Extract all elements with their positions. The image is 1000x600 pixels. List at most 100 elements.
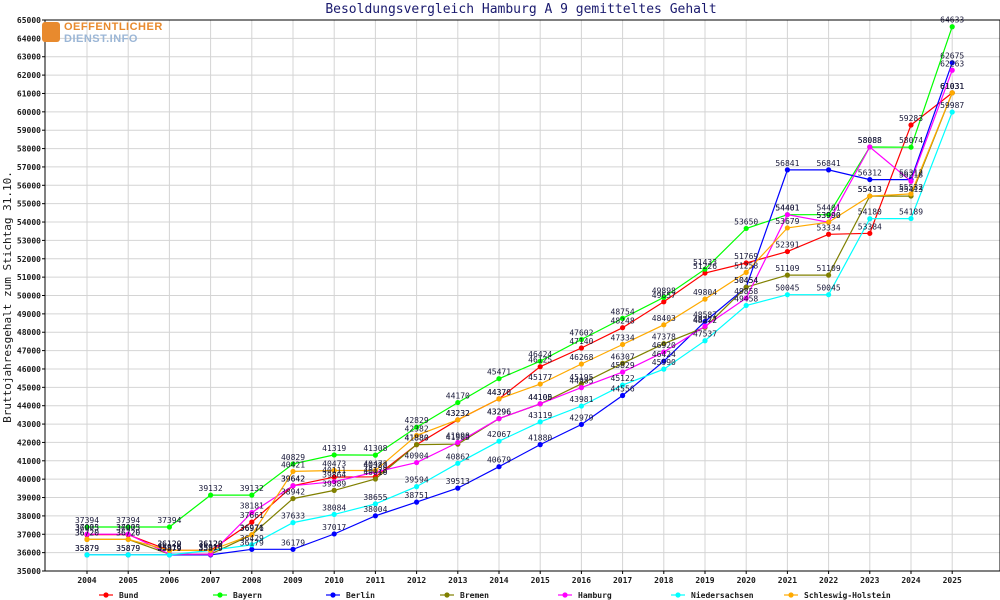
data-label: 35916 — [157, 543, 181, 552]
data-point — [743, 269, 749, 275]
data-label: 59987 — [940, 101, 964, 110]
data-point — [826, 219, 832, 225]
data-point — [702, 338, 708, 344]
legend: Bund Bayern Berlin Bremen Hamburg Niedersachs… — [99, 590, 891, 600]
data-point — [496, 376, 502, 382]
data-point — [455, 485, 461, 491]
y-tick-label: 58000 — [17, 145, 41, 154]
data-label: 48754 — [611, 307, 635, 316]
x-tick-label: 2023 — [860, 576, 879, 585]
data-label: 38751 — [405, 491, 429, 500]
series-line — [87, 62, 953, 556]
data-label: 36120 — [199, 539, 223, 548]
data-label: 41880 — [528, 434, 552, 443]
y-tick-label: 64000 — [17, 34, 41, 43]
data-label: 54401 — [775, 204, 799, 213]
data-label: 50045 — [775, 284, 799, 293]
data-point — [414, 424, 420, 430]
y-tick-label: 43000 — [17, 420, 41, 429]
data-label: 44170 — [446, 392, 470, 401]
data-label: 36975 — [116, 524, 140, 533]
data-point — [455, 460, 461, 466]
data-label: 46424 — [652, 350, 676, 359]
data-label: 43981 — [569, 395, 593, 404]
data-label: 49858 — [734, 287, 758, 296]
data-label: 47602 — [569, 329, 593, 338]
data-label: 51226 — [693, 262, 717, 271]
y-axis-ticks: 35000 36000 37000 38000 39000 40000 41000 42000… — [17, 16, 45, 576]
data-label: 53990 — [817, 211, 841, 220]
data-point — [661, 294, 667, 300]
y-tick-label: 48000 — [17, 328, 41, 337]
y-tick-label: 56000 — [17, 181, 41, 190]
data-point — [372, 452, 378, 458]
data-point — [578, 385, 585, 391]
data-point — [949, 109, 955, 115]
data-label: 39864 — [322, 471, 346, 480]
data-point — [826, 272, 832, 278]
data-point — [84, 524, 90, 530]
data-point — [537, 364, 543, 370]
data-label: 40679 — [487, 456, 511, 465]
y-tick-label: 52000 — [17, 255, 41, 264]
data-label: 40473 — [363, 459, 387, 468]
legend-swatch-marker — [330, 592, 336, 598]
data-point — [578, 345, 585, 351]
data-label: 36120 — [157, 539, 181, 548]
data-label: 36720 — [116, 528, 140, 537]
data-label: 47378 — [652, 333, 676, 342]
data-point — [496, 464, 502, 470]
data-point — [208, 547, 214, 554]
data-point — [537, 442, 543, 448]
data-point — [826, 292, 832, 298]
data-label: 53650 — [734, 217, 758, 226]
data-point — [661, 341, 667, 347]
data-label: 54180 — [858, 208, 882, 217]
data-point — [372, 476, 378, 482]
data-point — [331, 467, 337, 474]
series-layer — [84, 24, 955, 558]
data-label: 44370 — [487, 388, 511, 397]
data-label: 36975 — [75, 524, 99, 533]
logo-icon — [42, 22, 60, 42]
data-label: 36179 — [240, 538, 264, 547]
x-tick-label: 2010 — [325, 576, 344, 585]
data-point — [826, 167, 832, 173]
data-label: 48327 — [693, 315, 717, 324]
data-point — [743, 260, 749, 266]
data-point — [249, 509, 255, 516]
data-label: 36120 — [199, 539, 223, 548]
data-label: 44556 — [611, 384, 635, 393]
data-label: 37003 — [116, 523, 140, 532]
data-point — [867, 230, 873, 236]
data-label: 56312 — [899, 169, 923, 178]
data-point — [826, 212, 832, 218]
data-label: 40421 — [281, 460, 305, 469]
data-point — [331, 511, 337, 517]
y-tick-label: 46000 — [17, 365, 41, 374]
data-label: 38004 — [363, 505, 387, 514]
x-tick-label: 2022 — [819, 576, 838, 585]
data-label: 56841 — [817, 159, 841, 168]
data-label: 36720 — [75, 528, 99, 537]
data-label: 40128 — [363, 466, 387, 475]
data-point — [455, 399, 461, 406]
data-label: 62263 — [940, 59, 964, 68]
data-point — [661, 349, 667, 355]
data-point — [331, 452, 337, 458]
x-tick-label: 2005 — [119, 576, 138, 585]
data-label: 46268 — [569, 353, 593, 362]
y-tick-label: 65000 — [17, 16, 41, 25]
data-point — [784, 212, 791, 218]
series-line — [87, 70, 953, 555]
data-label: 56218 — [899, 170, 923, 179]
y-tick-label: 49000 — [17, 310, 41, 319]
x-tick-label: 2008 — [242, 576, 261, 585]
data-label: 54189 — [899, 208, 923, 217]
data-label: 37661 — [240, 511, 264, 520]
data-label: 45122 — [611, 374, 635, 383]
data-label: 58088 — [858, 136, 882, 145]
x-tick-label: 2024 — [901, 576, 920, 585]
data-label: 44105 — [528, 393, 552, 402]
data-point — [290, 483, 296, 489]
